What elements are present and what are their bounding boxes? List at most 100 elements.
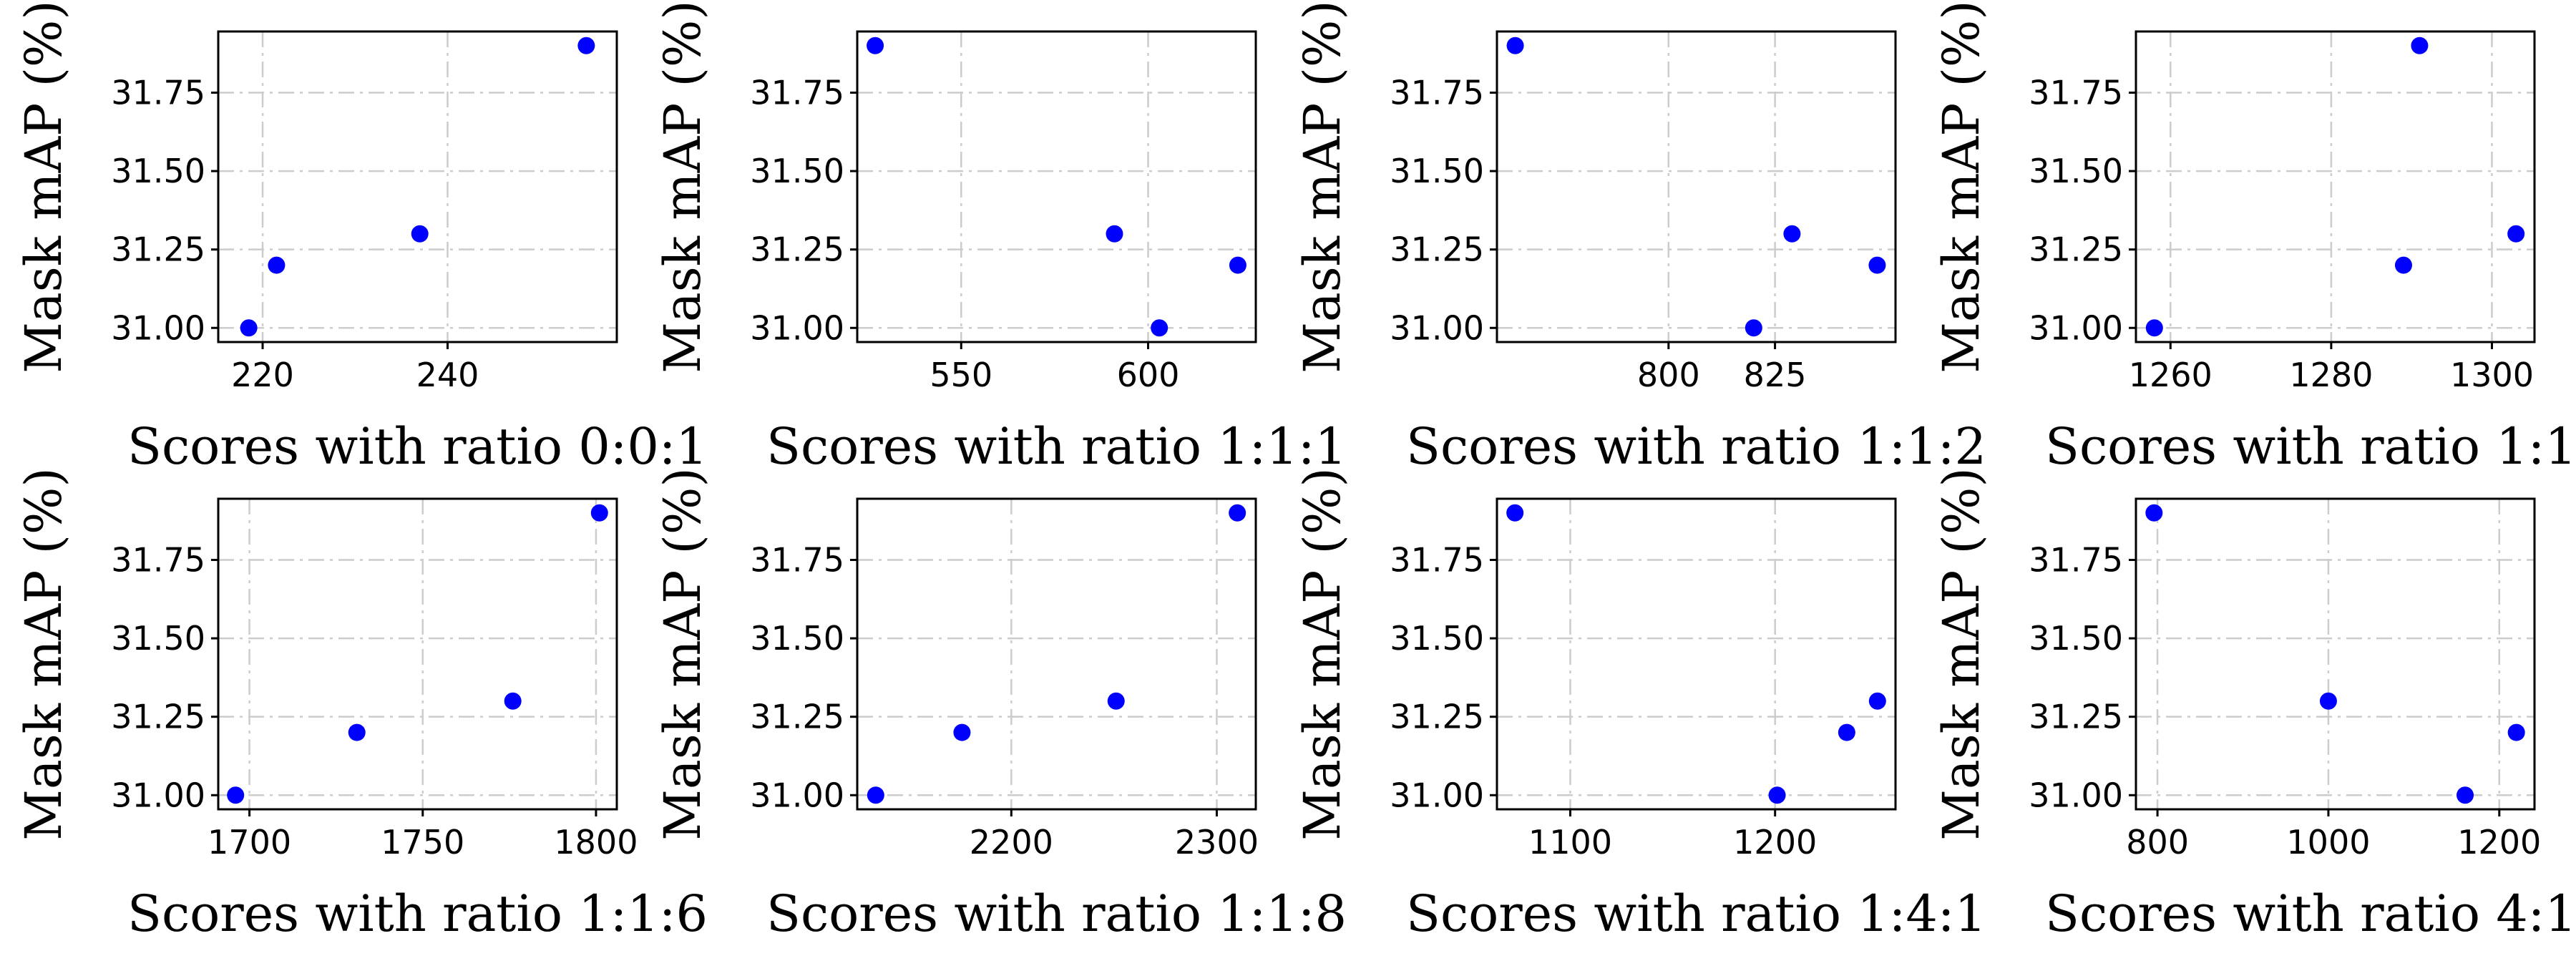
y-axis-label: Mask mAP (%) bbox=[1932, 467, 1991, 840]
y-tick-label: 31.75 bbox=[2029, 73, 2123, 112]
y-tick-label: 31.00 bbox=[750, 776, 844, 814]
y-tick-label: 31.50 bbox=[111, 152, 205, 190]
data-point bbox=[1768, 786, 1786, 804]
data-point bbox=[240, 319, 258, 337]
x-tick-label: 1100 bbox=[1528, 823, 1612, 862]
x-axis-label: Scores with ratio 1:1:4 bbox=[2045, 417, 2576, 476]
y-tick-label: 31.25 bbox=[750, 698, 844, 736]
subplot-8: 800 1000 1200 31.00 31.25 31.50 31.75 Scores wi… bbox=[1932, 467, 2576, 943]
x-tick-label: 2200 bbox=[970, 823, 1053, 862]
y-tick-label: 31.25 bbox=[750, 230, 844, 269]
y-axis-label: Mask mAP (%) bbox=[653, 0, 712, 373]
y-tick-label: 31.00 bbox=[111, 776, 205, 814]
data-point bbox=[2394, 256, 2412, 274]
y-tick-label: 31.50 bbox=[1390, 152, 1484, 190]
subplot-1: 220 240 31.00 31.25 31.50 31.75 Scores with ra… bbox=[14, 0, 708, 476]
y-tick-label: 31.00 bbox=[750, 308, 844, 347]
y-tick-label: 31.25 bbox=[111, 230, 205, 269]
subplot-4: 1260 1280 1300 31.00 31.25 31.50 31.75 Scores w… bbox=[1932, 0, 2576, 476]
y-tick-label: 31.50 bbox=[2029, 619, 2123, 658]
data-point bbox=[1868, 256, 1886, 274]
data-point bbox=[1106, 225, 1123, 243]
plot-frame bbox=[2135, 497, 2536, 811]
data-point bbox=[867, 786, 884, 804]
y-axis-label: Mask mAP (%) bbox=[653, 467, 712, 840]
data-point bbox=[577, 36, 595, 54]
plot-frame bbox=[2135, 30, 2536, 343]
plot-frame bbox=[856, 30, 1257, 343]
data-point bbox=[1229, 256, 1246, 274]
x-tick-label: 550 bbox=[930, 356, 992, 394]
y-axis-label: Mask mAP (%) bbox=[1293, 0, 1352, 373]
data-point bbox=[1783, 225, 1801, 243]
x-tick-label: 1000 bbox=[2286, 823, 2370, 862]
data-point bbox=[348, 723, 366, 741]
data-point bbox=[227, 786, 245, 804]
data-point bbox=[2457, 786, 2474, 804]
x-tick-label: 240 bbox=[416, 356, 479, 394]
data-point bbox=[268, 256, 286, 274]
data-point bbox=[953, 723, 971, 741]
data-point bbox=[867, 36, 884, 54]
data-point bbox=[2411, 36, 2429, 54]
data-point bbox=[1506, 36, 1524, 54]
plot-frame bbox=[217, 497, 618, 811]
x-tick-label: 1300 bbox=[2450, 356, 2534, 394]
y-axis-label: Mask mAP (%) bbox=[1932, 0, 1991, 373]
x-axis-label: Scores with ratio 4:1:1 bbox=[2045, 884, 2576, 943]
y-tick-label: 31.75 bbox=[111, 73, 205, 112]
data-point bbox=[1506, 504, 1524, 522]
x-axis-label: Scores with ratio 0:0:1 bbox=[127, 417, 708, 476]
data-point bbox=[590, 504, 608, 522]
y-tick-label: 31.25 bbox=[111, 698, 205, 736]
x-tick-label: 825 bbox=[1744, 356, 1807, 394]
plot-frame bbox=[1496, 30, 1897, 343]
x-tick-label: 600 bbox=[1117, 356, 1180, 394]
y-tick-label: 31.25 bbox=[2029, 230, 2123, 269]
x-axis-label: Scores with ratio 1:1:2 bbox=[1406, 417, 1986, 476]
x-tick-label: 800 bbox=[1637, 356, 1700, 394]
data-point bbox=[1838, 723, 1855, 741]
y-axis-label: Mask mAP (%) bbox=[1293, 467, 1352, 840]
data-point bbox=[1745, 319, 1762, 337]
x-tick-label: 1700 bbox=[208, 823, 291, 862]
y-tick-label: 31.50 bbox=[2029, 152, 2123, 190]
y-tick-label: 31.25 bbox=[2029, 698, 2123, 736]
y-tick-label: 31.00 bbox=[1390, 776, 1484, 814]
y-tick-label: 31.50 bbox=[1390, 619, 1484, 658]
x-tick-label: 800 bbox=[2126, 823, 2189, 862]
y-axis-label: Mask mAP (%) bbox=[14, 0, 73, 373]
x-tick-label: 1800 bbox=[554, 823, 638, 862]
data-point bbox=[2319, 692, 2337, 710]
data-point bbox=[2145, 319, 2163, 337]
y-tick-label: 31.75 bbox=[111, 540, 205, 579]
plot-frame bbox=[1496, 497, 1897, 811]
y-tick-label: 31.25 bbox=[1390, 698, 1484, 736]
y-tick-label: 31.50 bbox=[750, 152, 844, 190]
y-tick-label: 31.50 bbox=[750, 619, 844, 658]
x-tick-label: 1280 bbox=[2289, 356, 2373, 394]
data-point bbox=[2145, 504, 2163, 522]
x-axis-label: Scores with ratio 1:1:8 bbox=[766, 884, 1347, 943]
data-point bbox=[411, 225, 429, 243]
y-tick-label: 31.75 bbox=[1390, 73, 1484, 112]
plot-frame bbox=[856, 497, 1257, 811]
x-tick-label: 220 bbox=[231, 356, 294, 394]
data-point bbox=[504, 692, 522, 710]
x-axis-label: Scores with ratio 1:4:1 bbox=[1406, 884, 1986, 943]
y-tick-label: 31.75 bbox=[750, 540, 844, 579]
subplot-5: 1700 1750 1800 31.00 31.25 31.50 31.75 Scores w… bbox=[14, 467, 708, 943]
y-tick-label: 31.25 bbox=[1390, 230, 1484, 269]
y-tick-label: 31.00 bbox=[111, 308, 205, 347]
y-tick-label: 31.50 bbox=[111, 619, 205, 658]
y-tick-label: 31.00 bbox=[2029, 308, 2123, 347]
y-tick-label: 31.75 bbox=[2029, 540, 2123, 579]
x-axis-label: Scores with ratio 1:1:1 bbox=[766, 417, 1347, 476]
y-tick-label: 31.75 bbox=[750, 73, 844, 112]
subplot-2: 550 600 31.00 31.25 31.50 31.75 Scores with ra… bbox=[653, 0, 1347, 476]
data-point bbox=[1107, 692, 1125, 710]
x-axis-label: Scores with ratio 1:1:6 bbox=[127, 884, 708, 943]
data-point bbox=[1229, 504, 1246, 522]
x-tick-label: 1200 bbox=[1733, 823, 1817, 862]
